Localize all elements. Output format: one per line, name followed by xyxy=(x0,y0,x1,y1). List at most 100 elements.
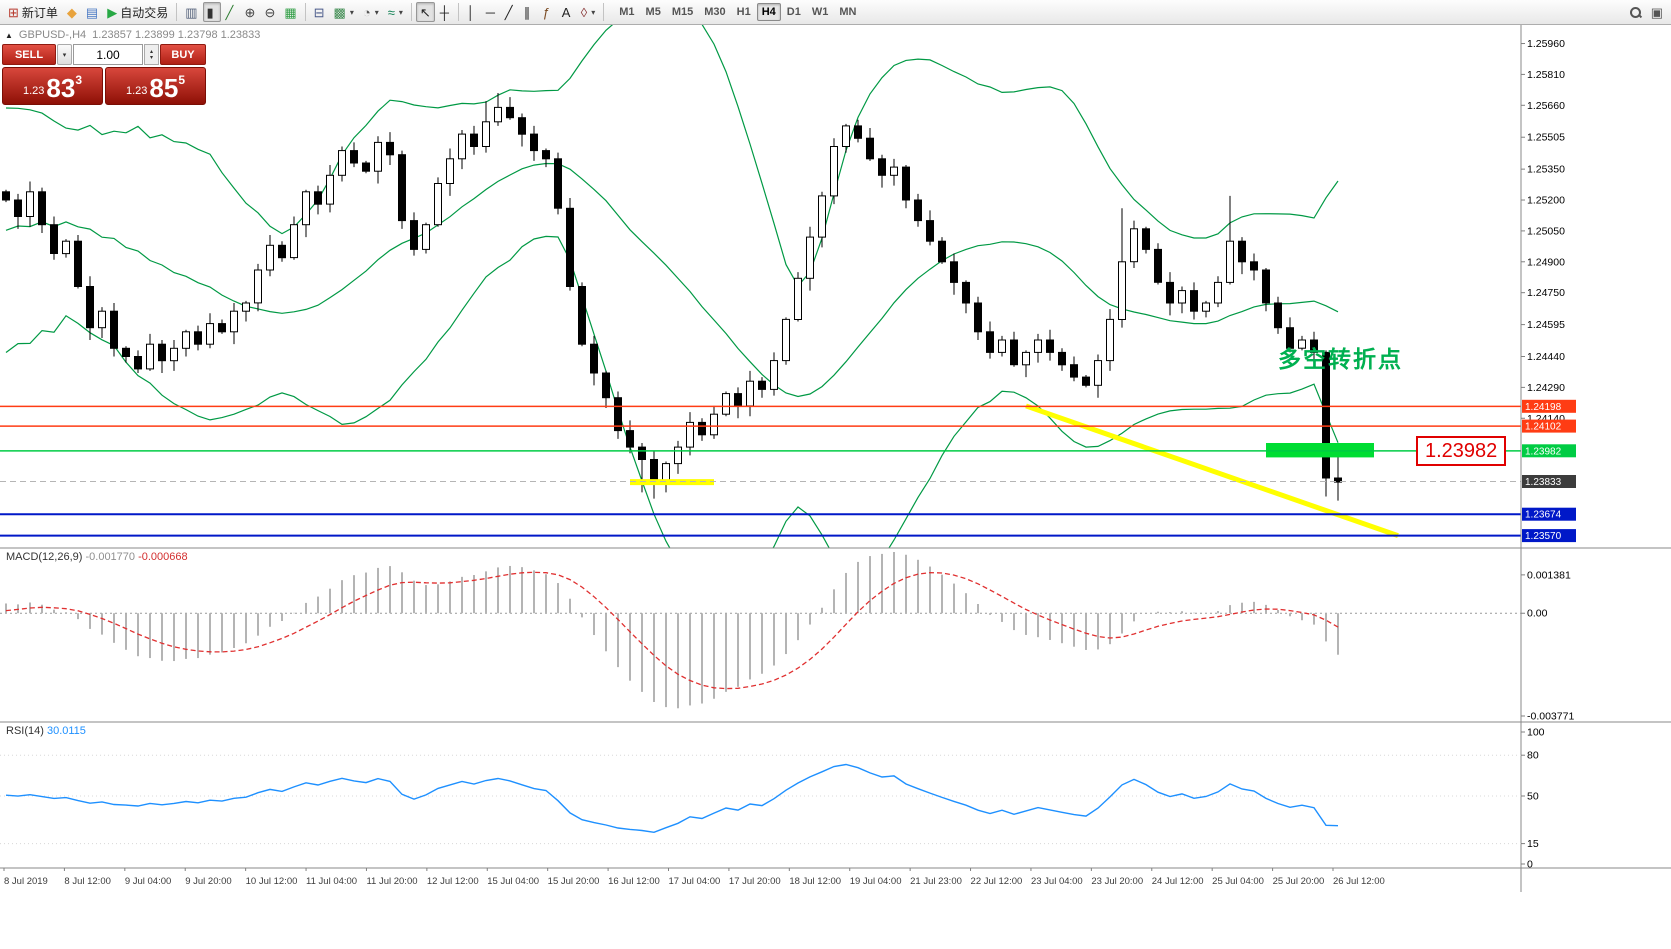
rsi-label: RSI(14) 30.0115 xyxy=(6,725,86,737)
timeframe-h1[interactable]: H1 xyxy=(732,3,756,21)
buy-price-button[interactable]: 1.23 85 5 xyxy=(105,67,206,105)
horizontal-line-icon: ─ xyxy=(485,4,496,20)
new-order-button-label: 新订单 xyxy=(21,5,58,20)
buy-price-pip: 5 xyxy=(178,73,186,87)
timeframe-m15[interactable]: M15 xyxy=(667,3,698,21)
bar-chart-icon: ▥ xyxy=(185,4,198,20)
macd-main-value: -0.001770 xyxy=(85,551,136,563)
chart-window-button[interactable]: ▣ xyxy=(1647,2,1667,22)
buy-price-prefix: 1.23 xyxy=(125,85,148,97)
svg-text:1.23674: 1.23674 xyxy=(1525,510,1562,521)
svg-text:1.23833: 1.23833 xyxy=(1525,477,1562,488)
timeframe-h4[interactable]: H4 xyxy=(756,3,781,21)
svg-text:15 Jul 04:00: 15 Jul 04:00 xyxy=(487,876,539,887)
timeframe-m1[interactable]: M1 xyxy=(614,3,639,21)
vertical-line-button[interactable]: │ xyxy=(463,2,481,22)
svg-text:21 Jul 23:00: 21 Jul 23:00 xyxy=(910,876,962,887)
svg-text:80: 80 xyxy=(1527,750,1539,762)
volume-input[interactable] xyxy=(73,44,143,65)
tile-windows-button[interactable]: ⊟ xyxy=(310,2,329,22)
stepper-down-icon[interactable]: ▾ xyxy=(149,54,153,61)
search-button[interactable] xyxy=(1625,2,1646,22)
zoom-in-button[interactable]: ⊕ xyxy=(241,2,260,22)
one-click-trading-panel: SELL ▾ ▴ ▾ BUY 1.23 83 3 1.23 85 5 xyxy=(2,44,206,105)
one-click-toggle-icon[interactable]: ▲ xyxy=(5,30,13,40)
zoom-out-button[interactable]: ⊖ xyxy=(260,2,279,22)
line-chart-button[interactable]: ╱ xyxy=(222,2,240,22)
channel-button[interactable]: ∥ xyxy=(520,2,538,22)
trendline-button[interactable]: ╱ xyxy=(501,2,519,22)
svg-text:17 Jul 04:00: 17 Jul 04:00 xyxy=(669,876,721,887)
timeframe-mn[interactable]: MN xyxy=(834,3,861,21)
candles xyxy=(2,92,1342,501)
dropdown-arrow-icon[interactable]: ▾ xyxy=(374,7,379,17)
fibonacci-button[interactable]: ƒ xyxy=(539,2,557,22)
svg-text:1.24102: 1.24102 xyxy=(1525,422,1562,433)
macd-signal-value: -0.000668 xyxy=(138,551,188,563)
new-chart-icon: ▩ xyxy=(333,4,346,20)
toolbar: ⊞ 新订单 ◆ ▤ ▶ 自动交易 ▥ ▮ ╱ ⊕ ⊖ ▦ ⊟ ▩ ▾ ◔ ▾ ≈ ▾ ↖ ┼ │ ─ ╱ ∥ ƒ A ◊ ▾ M1 M5 M1… xyxy=(0,0,1671,25)
sell-price-button[interactable]: 1.23 83 3 xyxy=(2,67,103,105)
autotrading-button[interactable]: ▶ 自动交易 xyxy=(103,2,172,22)
periods-button[interactable]: ◔ ▾ xyxy=(359,2,383,22)
stepper-up-icon[interactable]: ▴ xyxy=(149,48,153,55)
dropdown-arrow-icon[interactable]: ▾ xyxy=(349,7,354,17)
svg-text:1.23982: 1.23982 xyxy=(1525,446,1562,457)
arrows-button[interactable]: ◊ ▾ xyxy=(577,2,599,22)
svg-text:1.24900: 1.24900 xyxy=(1527,256,1565,268)
bar-chart-button[interactable]: ▥ xyxy=(181,2,201,22)
toolbar-separator xyxy=(176,3,178,21)
text-label-button[interactable]: A xyxy=(558,2,576,22)
cursor-icon: ↖ xyxy=(419,4,431,20)
cursor-button[interactable]: ↖ xyxy=(415,2,435,22)
macd-label: MACD(12,26,9) -0.001770 -0.000668 xyxy=(6,551,188,563)
new-order-button[interactable]: ⊞ 新订单 xyxy=(4,2,62,22)
grid-icon: ▦ xyxy=(284,4,297,20)
svg-text:25 Jul 04:00: 25 Jul 04:00 xyxy=(1212,876,1264,887)
indicators-button[interactable]: ≈ ▾ xyxy=(384,2,407,22)
toolbar-separator xyxy=(457,3,459,21)
candlestick-chart-button[interactable]: ▮ xyxy=(202,2,221,22)
order-panel-prices: 1.23 83 3 1.23 85 5 xyxy=(2,67,206,105)
svg-text:1.25050: 1.25050 xyxy=(1527,225,1565,237)
svg-text:9 Jul 20:00: 9 Jul 20:00 xyxy=(185,876,231,887)
candlestick-chart-icon: ▮ xyxy=(206,4,214,20)
volume-dropdown-button[interactable]: ▾ xyxy=(57,44,72,65)
clock-icon: ◔ xyxy=(362,4,371,20)
svg-text:1.25505: 1.25505 xyxy=(1527,132,1565,144)
svg-text:8 Jul 2019: 8 Jul 2019 xyxy=(4,876,48,887)
svg-text:1.25810: 1.25810 xyxy=(1527,69,1565,81)
dropdown-arrow-icon[interactable]: ▾ xyxy=(398,7,403,17)
svg-text:23 Jul 20:00: 23 Jul 20:00 xyxy=(1091,876,1143,887)
crosshair-button[interactable]: ┼ xyxy=(436,2,454,22)
symbol-title: GBPUSD-,H4 xyxy=(18,29,87,41)
timeframe-w1[interactable]: W1 xyxy=(807,3,834,21)
chart-annotation-text[interactable]: 多空转折点 xyxy=(1278,346,1403,372)
price-callout-label[interactable]: 1.23982 xyxy=(1416,435,1507,466)
rsi-value: 30.0115 xyxy=(46,725,86,737)
search-icon xyxy=(1629,6,1642,19)
svg-text:9 Jul 04:00: 9 Jul 04:00 xyxy=(125,876,171,887)
svg-text:1.24750: 1.24750 xyxy=(1527,287,1565,299)
timeframe-d1[interactable]: D1 xyxy=(782,3,806,21)
data-window-icon: ▤ xyxy=(85,4,99,20)
crosshair-icon: ┼ xyxy=(439,4,450,20)
svg-text:12 Jul 12:00: 12 Jul 12:00 xyxy=(427,876,479,887)
dropdown-arrow-icon[interactable]: ▾ xyxy=(591,7,596,17)
horizontal-line-button[interactable]: ─ xyxy=(482,2,500,22)
grid-button[interactable]: ▦ xyxy=(280,2,300,22)
new-chart-button[interactable]: ▩ ▾ xyxy=(330,2,358,22)
data-window-button[interactable]: ▤ xyxy=(82,2,102,22)
buy-button[interactable]: BUY xyxy=(160,44,206,65)
svg-text:25 Jul 20:00: 25 Jul 20:00 xyxy=(1273,876,1325,887)
autotrading-play-icon: ▶ xyxy=(107,4,118,20)
sell-button[interactable]: SELL xyxy=(2,44,56,65)
metaeditor-button[interactable]: ◆ xyxy=(63,2,81,22)
timeframe-m30[interactable]: M30 xyxy=(699,3,730,21)
macd-scale: 0.001381 0.00 -0.003771 xyxy=(1521,569,1574,723)
volume-stepper[interactable]: ▴ ▾ xyxy=(144,44,159,65)
metaeditor-icon: ◆ xyxy=(66,4,77,20)
timeframe-m5[interactable]: M5 xyxy=(641,3,666,21)
